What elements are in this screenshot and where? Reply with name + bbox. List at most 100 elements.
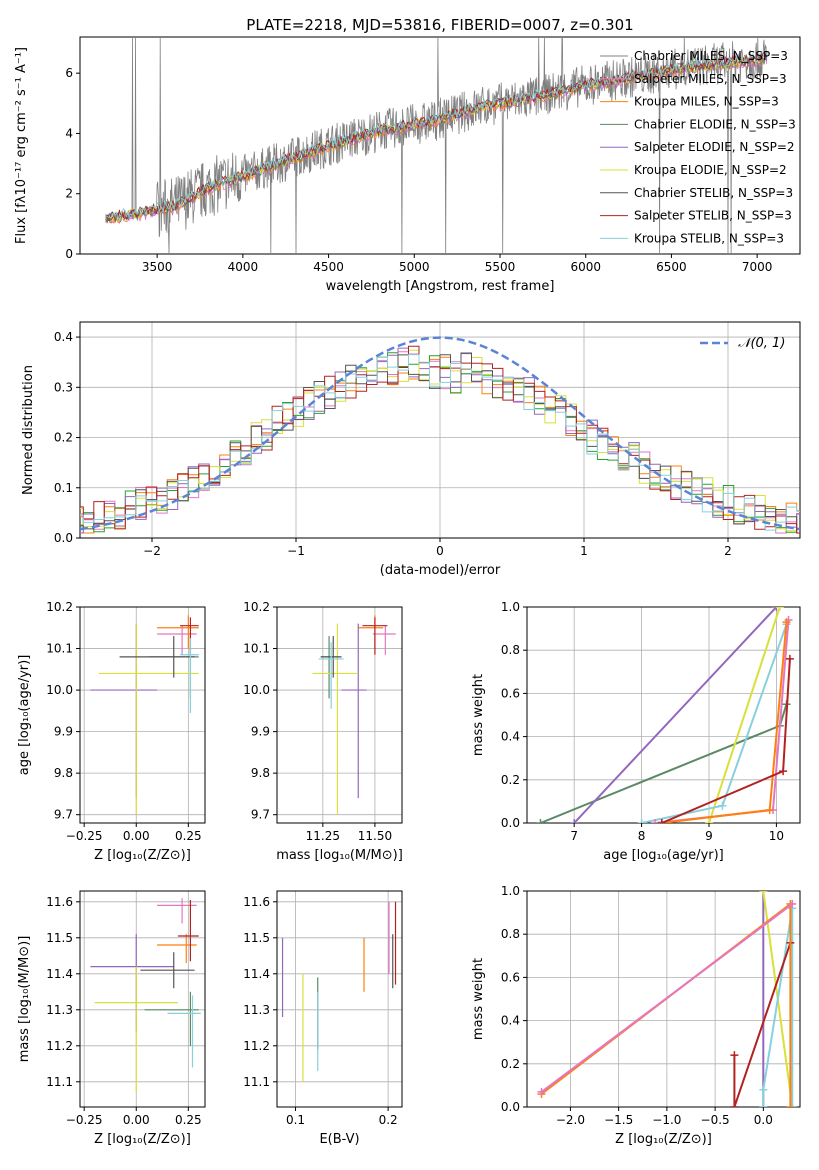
y-tick-label: 11.3 xyxy=(243,1003,270,1017)
plot-area xyxy=(536,607,794,823)
x-axis-label: wavelength [Angstrom, rest frame] xyxy=(326,279,555,294)
x-axis-label: Z [log₁₀(Z/Z⊙)] xyxy=(94,848,191,863)
y-tick-label: 9.8 xyxy=(54,766,73,780)
residuals-panel: −2 −1 0 1 2 0.0 0.1 0.2 0.3 0.4 (data-model)/error… xyxy=(21,321,801,578)
x-tick-label: 8 xyxy=(638,829,646,843)
x-tick-label: 1 xyxy=(580,544,588,558)
y-tick-label: 0.8 xyxy=(501,927,520,941)
plot-area xyxy=(312,615,396,815)
y-tick-label: 0.6 xyxy=(501,970,520,984)
massweight-vs-age-panel: 7 8 9 10 0.0 0.2 0.4 0.6 0.8 1.0 age [log₁₀(age/yr… xyxy=(471,600,801,863)
x-tick-label: 3500 xyxy=(142,260,173,274)
y-tick-label: 11.5 xyxy=(243,931,270,945)
plot-area xyxy=(105,37,768,254)
y-tick-label: 11.4 xyxy=(46,967,73,981)
model-spectrum-line xyxy=(105,52,768,224)
y-tick-label: 0.4 xyxy=(501,1014,520,1028)
x-tick-label: 7 xyxy=(570,829,578,843)
axes-frame xyxy=(276,890,403,1108)
x-tick-label: 0.0 xyxy=(754,1113,773,1127)
x-tick-label: 4500 xyxy=(313,260,344,274)
weight-series-line xyxy=(540,903,793,1093)
gaussian-curve xyxy=(80,336,800,531)
model-spectrum-line xyxy=(105,50,768,220)
mass-vs-ebv-panel: 0.1 0.2 11.1 11.2 11.3 11.4 11.5 11.6 E(B-V) xyxy=(243,890,403,1147)
axes-frame xyxy=(526,606,801,824)
x-tick-label: 5000 xyxy=(399,260,430,274)
y-tick-label: 0.2 xyxy=(501,1057,520,1071)
legend-label: Salpeter STELIB, N_SSP=3 xyxy=(634,209,792,223)
y-tick-label: 2 xyxy=(65,187,73,201)
y-tick-label: 11.2 xyxy=(243,1039,270,1053)
axes-frame xyxy=(79,36,801,255)
weight-series-line xyxy=(708,607,781,823)
y-tick-label: 11.3 xyxy=(46,1003,73,1017)
y-axis-label: mass [log₁₀(M/M⊙)] xyxy=(17,936,32,1063)
y-tick-label: 0.2 xyxy=(501,773,520,787)
y-tick-label: 11.4 xyxy=(243,967,270,981)
y-tick-label: 9.8 xyxy=(251,766,270,780)
x-tick-label: −0.5 xyxy=(701,1113,730,1127)
x-axis-label: (data-model)/error xyxy=(380,563,501,578)
plot-area xyxy=(537,891,797,1107)
legend-label: Kroupa MILES, N_SSP=3 xyxy=(634,95,779,109)
axes-frame xyxy=(79,606,206,824)
x-tick-label: 5500 xyxy=(485,260,516,274)
y-tick-label: 0.0 xyxy=(501,1100,520,1114)
weight-series-line xyxy=(661,622,788,823)
x-tick-label: 0.25 xyxy=(175,829,202,843)
plot-area xyxy=(281,901,397,1082)
y-tick-label: 0.0 xyxy=(54,531,73,545)
y-tick-label: 11.5 xyxy=(46,931,73,945)
legend-label: Salpeter ELODIE, N_SSP=2 xyxy=(634,140,795,154)
x-tick-label: 0.2 xyxy=(379,1113,398,1127)
x-tick-label: 9 xyxy=(705,829,713,843)
y-tick-label: 0.4 xyxy=(501,730,520,744)
y-tick-label: 1.0 xyxy=(501,600,520,614)
x-axis-label: Z [log₁₀(Z/Z⊙)] xyxy=(94,1132,191,1147)
x-tick-label: 0.1 xyxy=(286,1113,305,1127)
x-axis-label: E(B-V) xyxy=(319,1132,359,1147)
mass-vs-z-panel: −0.25 0.00 0.25 11.1 11.2 11.3 11.4 11.5 11.6 Z [… xyxy=(17,890,206,1147)
y-tick-label: 11.2 xyxy=(46,1039,73,1053)
axes-frame xyxy=(526,890,801,1108)
spectrum-panel: 3500 4000 4500 5000 5500 6000 6500 7000 0 2 4 6 wave… xyxy=(14,36,801,294)
weight-series-line xyxy=(573,607,778,823)
y-tick-label: 10.0 xyxy=(243,683,270,697)
y-axis-label: mass weight xyxy=(471,958,486,1040)
legend-label: Chabrier ELODIE, N_SSP=3 xyxy=(634,117,796,131)
x-tick-label: 11.50 xyxy=(358,829,392,843)
y-tick-label: 0.3 xyxy=(54,380,73,394)
plot-area xyxy=(80,336,800,534)
x-tick-label: −2.0 xyxy=(556,1113,585,1127)
x-tick-label: −1 xyxy=(287,544,305,558)
age-vs-z-panel: −0.25 0.00 0.25 9.7 9.8 9.9 10.0 10.1 10.2 Z [log… xyxy=(17,600,206,863)
age-vs-mass-panel: 11.25 11.50 9.7 9.8 9.9 10.0 10.1 10.2 mass [log… xyxy=(243,600,402,863)
axes-frame xyxy=(276,606,403,824)
axes-frame xyxy=(79,890,206,1108)
y-tick-label: 0.8 xyxy=(501,643,520,657)
x-tick-label: 6500 xyxy=(656,260,687,274)
y-tick-label: 11.1 xyxy=(243,1075,270,1089)
plot-area xyxy=(90,898,201,1093)
weight-series-line xyxy=(540,703,788,823)
y-tick-label: 0 xyxy=(65,247,73,261)
x-tick-label: 11.25 xyxy=(306,829,340,843)
weight-series-line xyxy=(762,908,794,1107)
y-tick-label: 11.6 xyxy=(46,895,73,909)
y-tick-label: 9.7 xyxy=(251,808,270,822)
histogram-series xyxy=(80,354,800,531)
x-axis-label: mass [log₁₀(M/M⊙)] xyxy=(276,848,403,863)
y-axis-label: Flux [fλ10⁻¹⁷ erg cm⁻² s⁻¹ A⁻¹] xyxy=(14,47,29,244)
y-tick-label: 4 xyxy=(65,126,73,140)
x-tick-label: 0.25 xyxy=(175,1113,202,1127)
x-tick-label: −0.25 xyxy=(66,829,103,843)
x-tick-label: 4000 xyxy=(228,260,259,274)
y-tick-label: 10.1 xyxy=(46,642,73,656)
legend-label: Salpeter MILES, N_SSP=3 xyxy=(634,72,787,86)
plot-area xyxy=(90,615,199,815)
x-axis-label: Z [log₁₀(Z/Z⊙)] xyxy=(615,1132,712,1147)
x-tick-label: −1.5 xyxy=(604,1113,633,1127)
y-tick-label: 9.7 xyxy=(54,808,73,822)
